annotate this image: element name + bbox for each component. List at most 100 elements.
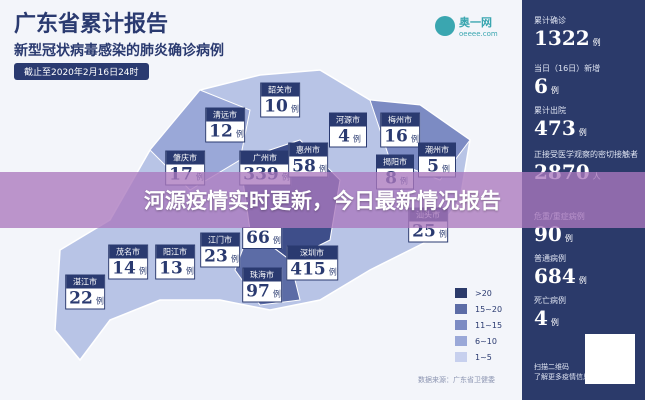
city-name: 湛江市 (66, 275, 104, 289)
city-count-row: 97 例 (243, 282, 281, 302)
city-unit: 例 (235, 129, 244, 139)
stat-value: 473 (534, 116, 576, 140)
legend-item: 1~5 (455, 349, 502, 365)
legend-item: >20 (455, 285, 502, 301)
city-name: 深圳市 (287, 246, 337, 260)
stat-unit: 例 (550, 318, 559, 327)
logo-name: 奥一网 (459, 16, 492, 29)
city-count-row: 23 例 (201, 247, 239, 267)
city-name: 揭阳市 (377, 155, 413, 169)
city-count-row: 58 例 (289, 157, 327, 177)
logo: 奥一网 oeeee.com (435, 14, 498, 38)
city-count: 97 (246, 281, 270, 302)
stat-label: 普通病例 (534, 254, 566, 263)
banner: 河源疫情实时更新，今日最新情况报告 (0, 172, 645, 228)
legend-swatch (455, 288, 467, 298)
legend-label: 6~10 (475, 336, 497, 346)
city-count-row: 13 例 (156, 259, 194, 279)
stat-label: 正接受医学观察的密切接触者 (534, 150, 638, 159)
city-count: 415 (290, 259, 326, 280)
city-name: 阳江市 (156, 245, 194, 259)
city-label: 深圳市 415 例 (286, 245, 338, 281)
city-count: 10 (264, 96, 288, 117)
city-label: 惠州市 58 例 (288, 142, 328, 178)
stat-label: 当日（16日）新增 (534, 64, 601, 73)
stat: 死亡病例 4 例 (534, 296, 639, 330)
source: 数据来源：广东省卫健委 (418, 376, 495, 384)
legend-label: 11~15 (475, 320, 503, 330)
city-name: 江门市 (201, 233, 239, 247)
stat-unit: 例 (564, 234, 573, 243)
qr-caption: 扫描二维码了解更多疫情信息 (534, 362, 590, 382)
city-count-row: 16 例 (381, 127, 419, 147)
stat-value-row: 473 例 (534, 116, 639, 140)
city-unit: 例 (272, 289, 281, 299)
city-unit: 例 (95, 296, 104, 306)
city-count-row: 14 例 (109, 259, 147, 279)
city-label: 潮州市 5 例 (418, 142, 456, 178)
date: 截止至2020年2月16日24时 (14, 63, 149, 80)
city-label: 梅州市 16 例 (380, 112, 420, 148)
legend-item: 11~15 (455, 317, 502, 333)
qr-line: 扫描二维码 (534, 363, 569, 371)
city-unit: 例 (185, 266, 194, 276)
city-count-row: 66 例 (243, 228, 281, 248)
stat-value-row: 684 例 (534, 264, 639, 288)
legend-swatch (455, 320, 467, 330)
city-count: 4 (338, 126, 350, 147)
stat-label: 累计确诊 (534, 16, 566, 25)
city-label: 阳江市 13 例 (155, 244, 195, 280)
city-unit: 例 (441, 164, 450, 174)
stat-value: 4 (534, 306, 548, 330)
stat-value: 1322 (534, 26, 590, 50)
city-unit: 例 (290, 104, 299, 114)
city-name: 河源市 (330, 113, 366, 127)
city-count: 12 (209, 121, 233, 142)
city-label: 66 例 (242, 227, 282, 249)
city-unit: 例 (352, 134, 361, 144)
city-count: 5 (427, 156, 439, 177)
logo-icon (435, 16, 455, 36)
legend-swatch (455, 352, 467, 362)
city-unit: 例 (438, 229, 447, 239)
stat: 当日（16日）新增 6 例 (534, 64, 639, 98)
stat-label: 死亡病例 (534, 296, 566, 305)
stat: 累计确诊 1322 例 (534, 16, 639, 50)
title: 广东省累计报告 (14, 12, 169, 37)
legend-item: 6~10 (455, 333, 502, 349)
city-name: 惠州市 (289, 143, 327, 157)
legend-swatch (455, 304, 467, 314)
city-label: 茂名市 14 例 (108, 244, 148, 280)
city-count-row: 10 例 (261, 97, 299, 117)
stat-unit: 例 (550, 86, 559, 95)
stat: 累计出院 473 例 (534, 106, 639, 140)
legend-item: 15~20 (455, 301, 502, 317)
city-count: 66 (246, 228, 270, 248)
city-name: 肇庆市 (166, 151, 204, 165)
legend: >20 15~20 11~15 6~10 1~5 (455, 285, 502, 365)
city-count: 22 (69, 288, 93, 309)
city-count: 14 (112, 258, 136, 279)
city-name: 广州市 (240, 151, 290, 165)
city-name: 韶关市 (261, 83, 299, 97)
legend-swatch (455, 336, 467, 346)
legend-label: 15~20 (475, 304, 503, 314)
legend-label: >20 (475, 288, 492, 298)
stat: 普通病例 684 例 (534, 254, 639, 288)
city-count: 13 (159, 258, 183, 279)
city-unit: 例 (230, 254, 239, 264)
city-unit: 例 (328, 267, 337, 277)
city-name: 清远市 (206, 108, 244, 122)
city-name: 珠海市 (243, 268, 281, 282)
city-count: 16 (384, 126, 408, 147)
qr-code (585, 334, 635, 384)
city-label: 韶关市 10 例 (260, 82, 300, 118)
qr-line: 了解更多疫情信息 (534, 373, 590, 381)
city-name: 茂名市 (109, 245, 147, 259)
city-unit: 例 (318, 164, 327, 174)
